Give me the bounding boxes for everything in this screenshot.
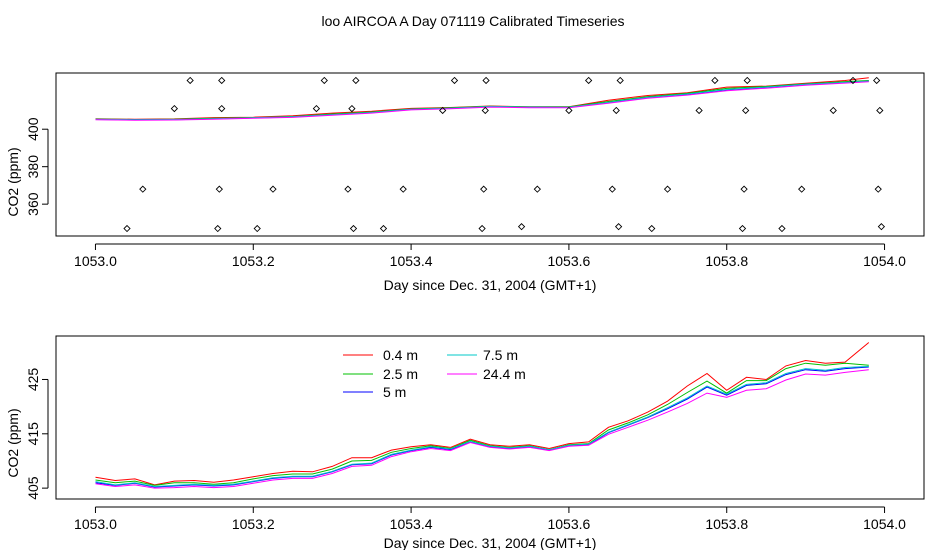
x-tick-label: 1053.2 <box>232 516 275 532</box>
data-marker <box>695 106 703 115</box>
x-tick-label: 1054.0 <box>863 516 906 532</box>
series-line-7-5-m <box>95 80 869 121</box>
data-marker <box>480 185 488 193</box>
series-line-0-4-m <box>95 342 870 486</box>
bottom-y-axis: 405 415 425 <box>25 368 49 500</box>
top-panel: 1053.0 1053.2 1053.4 1053.6 1053.8 1054.0 360… <box>5 72 925 293</box>
data-marker <box>215 185 223 193</box>
data-marker <box>874 185 882 193</box>
data-marker <box>320 76 328 85</box>
data-marker <box>663 185 672 193</box>
legend-label: 24.4 m <box>483 366 526 382</box>
figure-title: loo AIRCOA A Day 071119 Calibrated Times… <box>322 13 625 29</box>
legend: 0.4 m 2.5 m 5 m 7.5 m 24.4 m <box>343 347 526 400</box>
data-marker <box>533 185 541 193</box>
x-tick-label: 1053.0 <box>74 516 117 532</box>
data-marker <box>608 185 616 193</box>
y-tick-label: 415 <box>25 422 41 446</box>
data-marker <box>711 76 719 85</box>
series-line-7-5-m <box>95 365 869 488</box>
data-marker <box>481 106 489 115</box>
bottom-y-axis-label: CO2 (ppm) <box>5 408 21 477</box>
legend-label: 0.4 m <box>383 347 418 363</box>
data-marker <box>439 106 447 115</box>
series-line-5-m <box>95 366 869 488</box>
top-y-axis-label: CO2 (ppm) <box>5 147 21 216</box>
data-marker <box>614 222 623 231</box>
x-tick-label: 1053.0 <box>74 253 117 269</box>
x-tick-label: 1053.6 <box>547 516 590 532</box>
top-series-group <box>95 77 869 121</box>
data-marker <box>743 76 751 85</box>
data-marker <box>399 185 407 193</box>
data-marker <box>829 106 837 115</box>
bottom-x-axis: 1053.0 1053.2 1053.4 1053.6 1053.8 1054.0 <box>74 506 906 532</box>
data-marker <box>344 185 352 193</box>
data-marker <box>123 224 131 233</box>
y-tick-label: 400 <box>25 117 41 141</box>
series-line-24-4-m <box>95 369 869 489</box>
data-marker <box>186 76 194 85</box>
data-marker <box>348 104 356 113</box>
data-marker <box>798 185 806 193</box>
bottom-x-axis-label: Day since Dec. 31, 2004 (GMT+1) <box>384 535 597 550</box>
legend-label: 5 m <box>383 384 406 400</box>
data-marker <box>379 224 388 233</box>
series-line-0-4-m <box>95 77 869 120</box>
data-marker <box>478 224 486 233</box>
x-tick-label: 1053.8 <box>705 253 748 269</box>
data-marker <box>170 104 179 113</box>
top-plot-frame <box>55 72 925 237</box>
data-marker <box>349 224 358 233</box>
data-marker <box>738 224 747 233</box>
data-marker <box>269 185 277 193</box>
data-marker <box>139 185 147 193</box>
legend-label: 7.5 m <box>483 347 518 363</box>
y-tick-label: 360 <box>25 192 41 216</box>
data-marker <box>450 76 459 85</box>
data-marker <box>517 222 526 231</box>
y-tick-label: 425 <box>25 368 41 392</box>
data-marker <box>253 224 261 233</box>
data-marker <box>565 106 573 115</box>
x-tick-label: 1053.2 <box>232 253 275 269</box>
data-marker <box>873 76 881 85</box>
bottom-plot-frame <box>55 335 925 500</box>
data-marker <box>612 106 620 115</box>
x-tick-label: 1053.4 <box>390 253 433 269</box>
x-tick-label: 1053.8 <box>705 516 748 532</box>
legend-label: 2.5 m <box>383 366 418 382</box>
series-line-24-4-m <box>95 81 869 121</box>
x-tick-label: 1053.4 <box>390 516 433 532</box>
x-tick-label: 1053.6 <box>547 253 590 269</box>
data-marker <box>312 104 321 113</box>
x-tick-label: 1054.0 <box>863 253 906 269</box>
data-marker <box>482 76 490 85</box>
top-markers-group <box>123 76 886 233</box>
data-marker <box>584 76 593 85</box>
data-marker <box>742 106 750 115</box>
data-marker <box>778 224 786 233</box>
top-y-axis: 360 380 400 <box>25 117 49 216</box>
data-marker <box>218 104 226 113</box>
data-marker <box>352 76 360 85</box>
top-x-axis-label: Day since Dec. 31, 2004 (GMT+1) <box>384 277 597 293</box>
data-marker <box>218 76 226 85</box>
data-marker <box>876 106 884 115</box>
y-tick-label: 405 <box>25 476 41 500</box>
data-marker <box>214 224 222 233</box>
data-marker <box>849 76 857 85</box>
bottom-series-group <box>95 342 870 489</box>
data-marker <box>648 224 656 233</box>
data-marker <box>877 222 886 231</box>
data-marker <box>740 185 748 193</box>
top-x-axis: 1053.0 1053.2 1053.4 1053.6 1053.8 1054.0 <box>74 243 906 269</box>
y-tick-label: 380 <box>25 155 41 179</box>
series-line-2-5-m <box>95 362 869 486</box>
bottom-panel: 1053.0 1053.2 1053.4 1053.6 1053.8 1054.0 405… <box>5 335 925 550</box>
data-marker <box>616 76 624 85</box>
